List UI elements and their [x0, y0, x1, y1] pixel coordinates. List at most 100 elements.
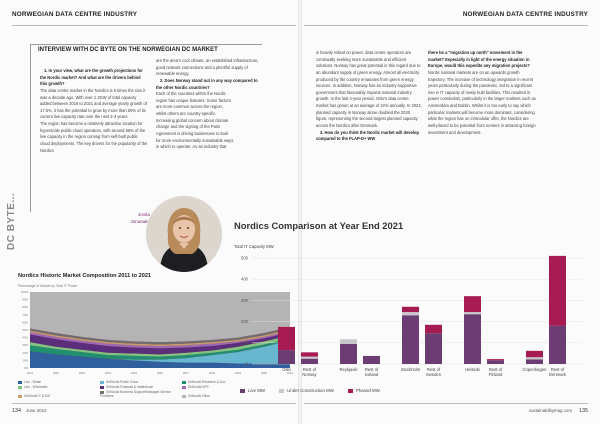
- footer-rule-left: [12, 403, 296, 404]
- area-x-tick-label: 2012: [53, 371, 60, 375]
- legend-swatch: [182, 380, 186, 384]
- capacity-bar-segment: [363, 355, 380, 364]
- column-3-text: is heavily reliant on power, data centre…: [316, 50, 422, 128]
- area-x-tick-label: 2017: [183, 371, 190, 375]
- area-x-tick-label: 2014: [105, 371, 112, 375]
- answer-2: Each of the countries within the Nordic …: [156, 91, 234, 150]
- right-legend-item: Live MW: [240, 388, 265, 393]
- interviewee-last-name: Jonusaite: [130, 218, 150, 224]
- area-series-band: [30, 351, 290, 368]
- legend-swatch: [18, 394, 22, 398]
- question-1: 1. In your view, what are the growth pro…: [40, 68, 143, 87]
- bar-category-label: Rest of: [303, 367, 317, 372]
- page-number-right: 135: [579, 408, 588, 414]
- area-y-tick-label: 80%: [22, 305, 28, 309]
- area-y-tick-label: 0%: [24, 366, 29, 370]
- article-column-1: 1. In your view, what are the growth pro…: [40, 68, 148, 154]
- right-legend-item: Under Construction MW: [279, 388, 334, 393]
- legend-swatch: [347, 388, 353, 393]
- left-legend-item: Self-build Business Support/Managed Serv…: [100, 390, 182, 398]
- area-series-band: [30, 329, 290, 346]
- capacity-bar-segment: [301, 356, 318, 359]
- capacity-bar-segment: [464, 314, 481, 364]
- capacity-bar-segment: [549, 255, 566, 326]
- bar-y-tick-label: 200: [241, 319, 249, 324]
- market-composition-area-chart: 0% 10% 20% 30% 40% 50% 60% 70% 80% 90% 100% 2011 201…: [21, 290, 294, 375]
- legend-label: Self-build Financial & Institutional: [106, 385, 153, 389]
- question-3: 3. How do you think the Nordic market wi…: [316, 129, 419, 142]
- area-x-tick-label: 2018: [209, 371, 216, 375]
- area-series-band: [30, 326, 290, 345]
- area-y-tick-label: 20%: [22, 351, 28, 355]
- area-y-tick-label: 60%: [22, 320, 28, 324]
- capacity-bar-segment: [549, 325, 566, 364]
- interview-frame: [30, 44, 262, 212]
- bar-y-tick-label: 500: [241, 256, 249, 261]
- legend-label: Self-build Research & Gov: [188, 380, 226, 384]
- area-x-tick-label: 2021: [287, 371, 294, 375]
- legend-swatch: [100, 385, 104, 389]
- bar-category-label: Denmark: [549, 372, 567, 377]
- legend-swatch: [182, 394, 186, 398]
- left-chart-legend: Live - Retail Self-build Public Cloud Self…: [18, 380, 298, 399]
- area-y-tick-label: 40%: [22, 336, 28, 340]
- legend-label: Self-build HPC: [188, 385, 209, 389]
- capacity-bar-segment: [340, 343, 357, 364]
- area-series-band: [30, 330, 290, 349]
- legend-swatch: [100, 390, 104, 394]
- question-3-continued: there be a "migration up north" movement…: [428, 50, 530, 69]
- area-y-tick-label: 90%: [22, 298, 28, 302]
- answer-3: Nordic national markets are on an upward…: [428, 69, 536, 135]
- question-2: 2. Does Norway stand out in any way comp…: [156, 77, 258, 90]
- side-tab-label: DC BYTE...: [6, 192, 17, 250]
- left-legend-item: Self-build Public Cloud: [100, 380, 182, 384]
- legend-label: Live - Wholesale: [24, 385, 48, 389]
- article-title: INTERVIEW WITH DC BYTE ON THE NORWEGIAN …: [38, 47, 218, 53]
- left-legend-item: Self-build IT & Edf: [18, 394, 100, 398]
- header-rule-right: [304, 25, 588, 26]
- legend-label: Live MW: [248, 388, 266, 393]
- bar-category-label: Sweden: [426, 372, 442, 377]
- capacity-bar-segment: [301, 358, 318, 364]
- right-chart-title: Nordics Comparison at Year End 2021: [234, 220, 404, 231]
- legend-swatch: [18, 385, 22, 389]
- capacity-bar-segment: [464, 296, 481, 313]
- interviewee-name: Jovita Jonusaite: [110, 212, 150, 226]
- legend-swatch: [279, 388, 285, 393]
- answer-1-continued: The region has become a relatively attra…: [40, 121, 148, 153]
- answer-1: The data centre market in the Nordics is…: [40, 87, 147, 120]
- bar-category-label: Rest of: [365, 367, 379, 372]
- right-legend-item: Phased MW: [347, 388, 380, 393]
- header-rule-left: [12, 25, 296, 26]
- area-x-tick-label: 2013: [79, 371, 86, 375]
- capacity-bar-segment: [340, 339, 357, 344]
- bar-category-label: Norway: [302, 372, 317, 377]
- area-x-tick-label: 2020: [261, 371, 268, 375]
- right-chart-legend: Live MW Under Construction MW Phased MW: [240, 388, 394, 393]
- bar-y-tick-label: 0: [246, 362, 249, 367]
- bar-category-label: Finland: [489, 372, 503, 377]
- bar-y-tick-label: 300: [241, 298, 249, 303]
- legend-swatch: [182, 385, 186, 389]
- bar-category-label: Rest of: [551, 367, 565, 372]
- issue-date: June 2022: [26, 408, 47, 413]
- capacity-bar-segment: [425, 333, 442, 364]
- area-x-tick-label: 2011: [27, 371, 33, 375]
- left-legend-item: Self-build Financial & Institutional: [100, 385, 182, 389]
- capacity-bar-segment: [402, 312, 419, 316]
- area-y-tick-label: 10%: [22, 358, 28, 362]
- bar-category-label: Rest of: [489, 367, 503, 372]
- area-series-band: [30, 338, 290, 360]
- legend-label: Self-build Public Cloud: [106, 380, 139, 384]
- area-series-band: [30, 340, 290, 364]
- left-legend-item: Live - Retail: [18, 380, 100, 384]
- left-legend-item: Self-build Research & Gov: [182, 380, 264, 384]
- capacity-bar-segment: [402, 306, 419, 313]
- bar-category-label: Stockholm: [401, 367, 421, 372]
- capacity-bar-segment: [526, 357, 543, 360]
- area-x-tick-label: 2016: [157, 371, 164, 375]
- running-header-right: NORWEGIAN DATA CENTRE INDUSTRY: [462, 11, 588, 18]
- legend-swatch: [240, 388, 245, 393]
- left-chart-title: Nordics Historic Market Composition 2011…: [18, 273, 152, 279]
